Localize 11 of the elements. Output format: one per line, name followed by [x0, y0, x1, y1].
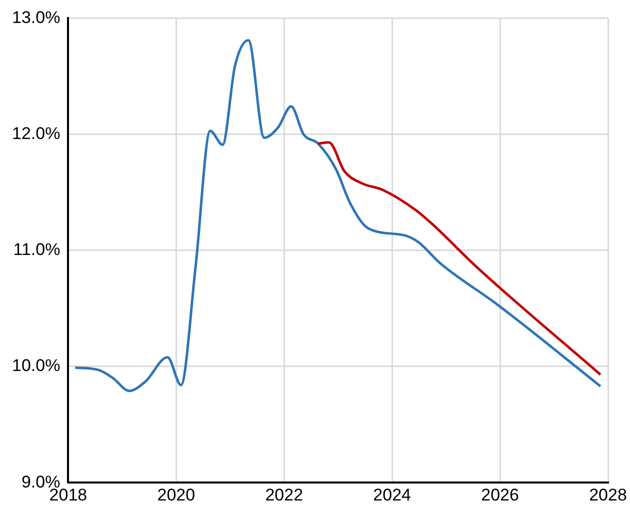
x-tick-label: 2022 [265, 485, 304, 504]
y-tick-label: 12.0% [12, 124, 60, 143]
y-tick-label: 11.0% [13, 240, 60, 260]
y-tick-label: 13.0% [12, 8, 60, 27]
line-series [74, 39, 602, 392]
x-tick-label: 2020 [157, 485, 196, 504]
x-tick-label: 2024 [373, 485, 411, 504]
x-tick-label: 2026 [481, 485, 519, 504]
x-tick-label: 2028 [589, 485, 627, 504]
line-series [316, 141, 602, 376]
y-tick-label: 10.0% [12, 356, 60, 376]
